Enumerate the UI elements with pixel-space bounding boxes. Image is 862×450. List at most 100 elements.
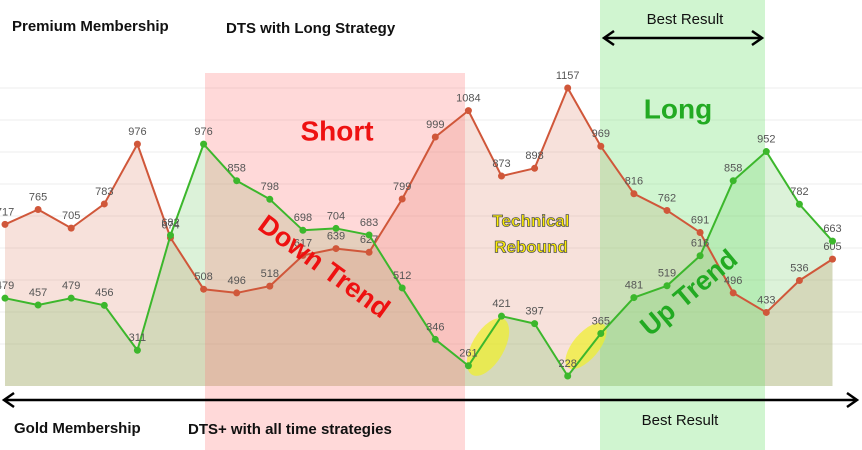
point xyxy=(795,200,803,208)
point xyxy=(696,228,704,236)
point xyxy=(1,294,9,302)
data-label: 663 xyxy=(823,223,841,235)
data-label: 457 xyxy=(29,287,47,299)
point xyxy=(398,284,406,292)
data-label: 397 xyxy=(525,306,543,318)
data-label: 616 xyxy=(691,238,709,250)
point xyxy=(67,224,75,232)
point xyxy=(663,282,671,290)
data-label: 858 xyxy=(724,163,742,175)
point xyxy=(564,84,572,92)
point xyxy=(266,282,274,290)
data-label: 536 xyxy=(790,262,808,274)
data-label: 816 xyxy=(625,176,643,188)
data-label: 228 xyxy=(559,358,577,370)
point xyxy=(663,206,671,214)
point xyxy=(299,251,307,259)
data-label: 976 xyxy=(128,126,146,138)
data-label: 969 xyxy=(592,128,610,140)
point xyxy=(597,330,605,338)
point xyxy=(266,195,274,203)
point xyxy=(729,177,737,185)
data-label: 1157 xyxy=(556,70,580,82)
data-label: 512 xyxy=(393,270,411,282)
annotation: Long xyxy=(644,93,712,124)
point xyxy=(795,277,803,285)
point xyxy=(133,140,141,148)
point xyxy=(200,140,208,148)
point xyxy=(233,177,241,185)
point xyxy=(531,320,539,328)
point xyxy=(67,294,75,302)
point xyxy=(100,301,108,309)
point xyxy=(829,255,836,263)
point xyxy=(299,226,307,234)
data-label: 705 xyxy=(62,210,80,222)
data-label: 798 xyxy=(261,181,279,193)
point xyxy=(829,237,836,245)
data-label: 479 xyxy=(62,280,80,292)
annotation: Technical xyxy=(492,211,569,230)
header-text: Premium Membership xyxy=(12,18,169,35)
data-label: 765 xyxy=(29,191,47,203)
footer-text: DTS+ with all time strategies xyxy=(188,421,392,438)
annotation: Rebound xyxy=(494,237,568,256)
point xyxy=(431,335,439,343)
data-label: 683 xyxy=(360,217,378,229)
data-label: 311 xyxy=(129,332,147,344)
point xyxy=(365,231,373,239)
data-label: 682 xyxy=(161,217,179,229)
point xyxy=(200,285,208,293)
data-label: 639 xyxy=(327,230,345,242)
arrow xyxy=(1,29,860,409)
data-label: 691 xyxy=(691,214,709,226)
data-label: 519 xyxy=(658,268,676,280)
data-label: 999 xyxy=(426,119,444,131)
footer-text: Best Result xyxy=(642,412,720,429)
point xyxy=(233,289,241,297)
point xyxy=(332,245,340,253)
point xyxy=(762,148,770,156)
point xyxy=(167,231,174,239)
data-label: 952 xyxy=(757,133,775,145)
background-grid xyxy=(0,87,862,345)
point xyxy=(1,220,9,228)
data-label: 898 xyxy=(525,150,543,162)
area xyxy=(5,144,833,386)
data-label: 858 xyxy=(228,163,246,175)
line xyxy=(4,87,834,314)
data-label: 783 xyxy=(95,186,113,198)
data-label: 717 xyxy=(0,206,14,218)
data-label: 421 xyxy=(492,298,510,310)
point xyxy=(100,200,108,208)
point xyxy=(630,294,638,302)
data-label: 456 xyxy=(95,287,113,299)
header-text: DTS with Long Strategy xyxy=(226,20,396,37)
data-label: 496 xyxy=(724,275,742,287)
point xyxy=(597,142,605,150)
data-label: 605 xyxy=(823,241,841,253)
point xyxy=(464,362,472,370)
point xyxy=(133,346,141,354)
point xyxy=(564,372,572,380)
data-label: 365 xyxy=(592,315,610,327)
point xyxy=(34,301,42,309)
data-label: 873 xyxy=(492,158,510,170)
data-label: 976 xyxy=(194,126,212,138)
highlight xyxy=(565,322,607,370)
data-label: 496 xyxy=(228,275,246,287)
long-band xyxy=(600,0,765,450)
data-label: 261 xyxy=(459,348,477,360)
highlight xyxy=(466,318,510,376)
line xyxy=(4,143,834,377)
data-label: 433 xyxy=(757,294,775,306)
point xyxy=(464,107,472,115)
data-label: 508 xyxy=(194,271,212,283)
area xyxy=(5,88,833,386)
point xyxy=(398,195,406,203)
data-label: 617 xyxy=(294,237,312,249)
point xyxy=(34,206,42,214)
footer-text: Gold Membership xyxy=(14,420,141,437)
annotation: Short xyxy=(300,115,373,146)
data-label: 346 xyxy=(426,321,444,333)
